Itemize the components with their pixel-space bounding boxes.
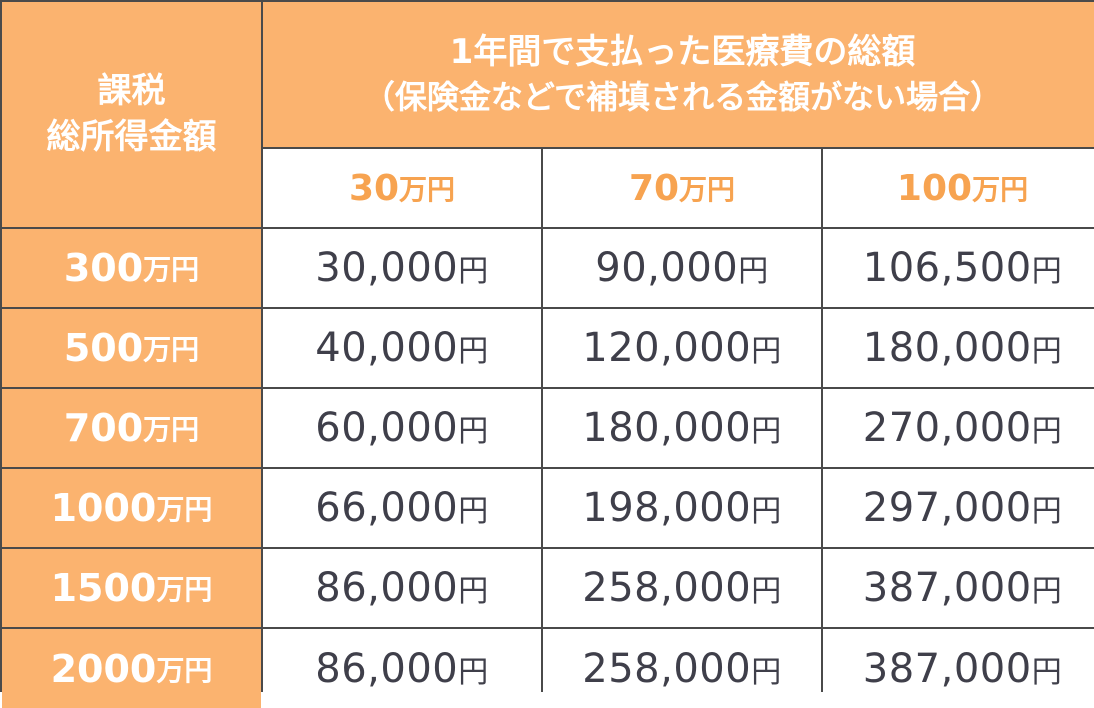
- main-header: 1年間で支払った医療費の総額 （保険金などで補填される金額がない場合）: [263, 2, 1094, 147]
- table-cell: 60,000 円: [263, 389, 541, 467]
- column-header-100: 100 万円: [823, 149, 1094, 227]
- cell-value: 66,000: [315, 485, 459, 531]
- column-header-30: 30 万円: [263, 149, 541, 227]
- cell-value: 297,000: [862, 485, 1032, 531]
- cell-yen: 円: [751, 414, 782, 449]
- row-header-unit: 万円: [143, 413, 200, 446]
- row-header-300: 300 万円: [2, 229, 261, 307]
- cell-yen: 円: [1031, 494, 1063, 529]
- table-cell: 30,000 円: [263, 229, 541, 307]
- table-cell: 66,000 円: [263, 469, 541, 547]
- table-cell: 180,000 円: [823, 309, 1094, 387]
- row-header-income: 1500: [50, 566, 157, 610]
- cell-value: 106,500: [862, 245, 1032, 291]
- cell-value: 387,000: [862, 565, 1032, 611]
- cell-value: 60,000: [315, 405, 459, 451]
- cell-yen: 円: [1031, 414, 1063, 449]
- row-header-unit: 万円: [156, 493, 213, 526]
- table-cell: 387,000 円: [823, 629, 1094, 708]
- cell-yen: 円: [458, 654, 489, 690]
- table-cell: 270,000 円: [823, 389, 1094, 467]
- row-header-1000: 1000 万円: [2, 469, 261, 547]
- row-header-income: 1000: [50, 486, 157, 530]
- corner-header: 課税 総所得金額: [2, 2, 261, 227]
- table-cell: 86,000 円: [263, 549, 541, 627]
- cell-yen: 円: [1031, 254, 1063, 289]
- cell-value: 120,000: [582, 325, 752, 371]
- cell-yen: 円: [751, 334, 782, 369]
- cell-value: 86,000: [315, 565, 459, 611]
- row-header-unit: 万円: [143, 333, 200, 366]
- row-header-1500: 1500 万円: [2, 549, 261, 627]
- row-header-700: 700 万円: [2, 389, 261, 467]
- cell-yen: 円: [458, 574, 489, 609]
- row-header-unit: 万円: [156, 653, 213, 687]
- table-cell: 180,000 円: [543, 389, 821, 467]
- row-header-500: 500 万円: [2, 309, 261, 387]
- cell-value: 180,000: [862, 325, 1032, 371]
- cell-value: 387,000: [862, 645, 1032, 692]
- row-header-income: 300: [63, 246, 144, 290]
- cell-yen: 円: [751, 574, 782, 609]
- cell-value: 30,000: [315, 245, 459, 291]
- cell-value: 90,000: [595, 245, 739, 291]
- table-cell: 40,000 円: [263, 309, 541, 387]
- table-cell: 90,000 円: [543, 229, 821, 307]
- table-cell: 387,000 円: [823, 549, 1094, 627]
- cell-value: 198,000: [582, 485, 752, 531]
- table-cell: 106,500 円: [823, 229, 1094, 307]
- row-header-income: 2000: [50, 646, 157, 691]
- cell-yen: 円: [751, 494, 782, 529]
- row-header-income: 700: [63, 406, 144, 450]
- corner-header-line2: 総所得金額: [46, 116, 217, 157]
- cell-yen: 円: [458, 334, 489, 369]
- row-header-unit: 万円: [156, 573, 213, 606]
- cell-yen: 円: [1031, 654, 1063, 690]
- cell-value: 258,000: [582, 645, 752, 692]
- column-header-unit: 万円: [972, 173, 1029, 206]
- cell-value: 258,000: [582, 565, 752, 611]
- row-header-unit: 万円: [143, 253, 200, 286]
- cell-yen: 円: [751, 654, 782, 690]
- main-header-line1: 1年間で支払った医療費の総額: [449, 31, 916, 72]
- corner-header-line1: 課税: [97, 70, 166, 111]
- row-header-2000: 2000 万円: [2, 629, 261, 708]
- table-cell: 120,000 円: [543, 309, 821, 387]
- cell-value: 270,000: [862, 405, 1032, 451]
- table-cell: 297,000 円: [823, 469, 1094, 547]
- cell-yen: 円: [1031, 574, 1063, 609]
- cell-yen: 円: [738, 254, 769, 289]
- table-cell: 198,000 円: [543, 469, 821, 547]
- cell-yen: 円: [458, 494, 489, 529]
- table-cell: 258,000 円: [543, 629, 821, 708]
- cell-value: 40,000: [315, 325, 459, 371]
- table-cell: 258,000 円: [543, 549, 821, 627]
- column-header-amount: 100: [896, 167, 973, 209]
- table-cell: 86,000 円: [263, 629, 541, 708]
- column-header-unit: 万円: [399, 173, 456, 206]
- cell-value: 180,000: [582, 405, 752, 451]
- column-header-unit: 万円: [679, 173, 736, 206]
- main-header-line2: （保険金などで補填される金額がない場合）: [362, 77, 1003, 116]
- column-header-70: 70 万円: [543, 149, 821, 227]
- cell-yen: 円: [1031, 334, 1063, 369]
- row-header-income: 500: [63, 326, 144, 370]
- column-header-amount: 70: [628, 167, 680, 209]
- cell-value: 86,000: [315, 645, 459, 692]
- cell-yen: 円: [458, 414, 489, 449]
- cell-yen: 円: [458, 254, 489, 289]
- column-header-amount: 30: [348, 167, 400, 209]
